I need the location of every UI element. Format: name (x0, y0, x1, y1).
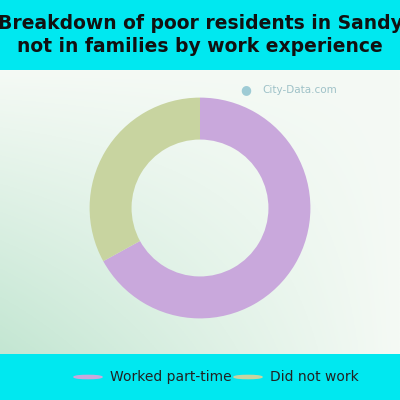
Wedge shape (103, 98, 310, 318)
Text: City-Data.com: City-Data.com (263, 85, 337, 95)
Circle shape (234, 375, 262, 379)
Text: Did not work: Did not work (270, 370, 359, 384)
Text: Breakdown of poor residents in Sandy
not in families by work experience: Breakdown of poor residents in Sandy not… (0, 14, 400, 56)
Text: ●: ● (240, 83, 252, 96)
Wedge shape (90, 98, 200, 261)
Text: Worked part-time: Worked part-time (110, 370, 232, 384)
Circle shape (74, 375, 102, 379)
